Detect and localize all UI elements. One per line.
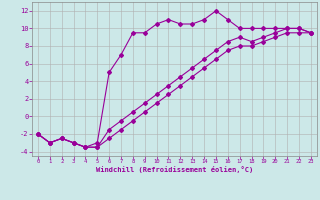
X-axis label: Windchill (Refroidissement éolien,°C): Windchill (Refroidissement éolien,°C) bbox=[96, 166, 253, 173]
